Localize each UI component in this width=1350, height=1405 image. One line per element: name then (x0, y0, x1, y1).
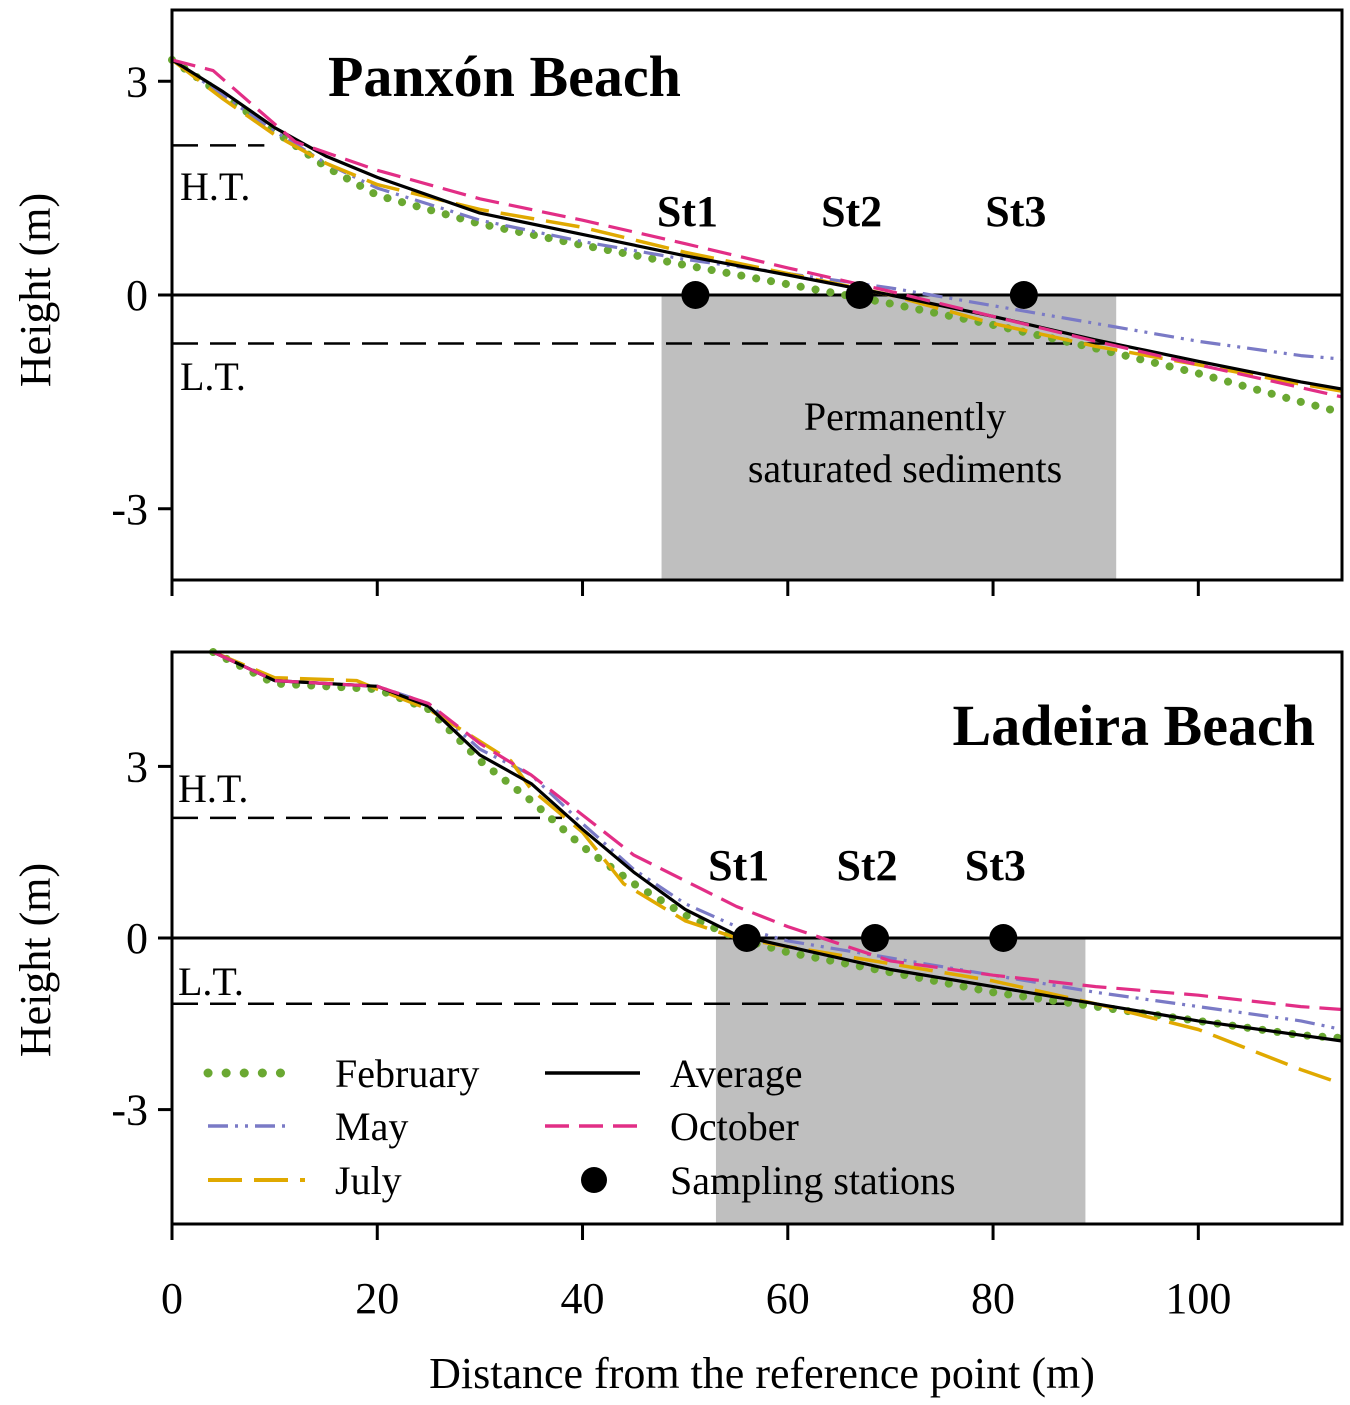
x-tick-label: 100 (1165, 1274, 1231, 1323)
station-marker-st1 (732, 924, 761, 952)
legend-label-may: May (335, 1104, 408, 1149)
series-line-average (212, 650, 1343, 1043)
series-line-may (171, 58, 1343, 361)
legend-label-july: July (335, 1158, 402, 1203)
legend-label-station: Sampling stations (670, 1158, 956, 1203)
y-tick-label: 0 (126, 271, 148, 320)
panxon-title: Panxón Beach (328, 44, 681, 109)
panxon-region-label-line1: Permanently (804, 394, 1006, 439)
panxon-y-ticks: 3 0 -3 (111, 57, 172, 534)
station-marker-st3 (989, 924, 1018, 952)
series-line-february (168, 55, 1346, 417)
y-tick-label: -3 (111, 1086, 148, 1135)
panxon-region-label-line2: saturated sediments (748, 446, 1062, 491)
series-line-july (170, 58, 1343, 393)
y-tick-label: -3 (111, 485, 148, 534)
legend: February May July Average October Sampli… (203, 1051, 956, 1203)
station-marker-st3 (1009, 281, 1038, 309)
y-tick-label: 3 (126, 57, 148, 106)
station-label-st2: St2 (821, 187, 882, 236)
x-tick-label: 0 (161, 1274, 183, 1323)
y-tick-label: 0 (126, 914, 148, 963)
station-label-st3: St3 (965, 841, 1026, 890)
station-label-st2: St2 (836, 841, 897, 890)
ladeira-low-tide-label: L.T. (178, 959, 244, 1004)
ladeira-x-ticks: 0 20 40 60 80 100 (161, 1224, 1231, 1323)
ladeira-y-ticks: 3 0 -3 (111, 742, 172, 1135)
legend-label-average: Average (670, 1051, 803, 1096)
station-label-st1: St1 (708, 841, 769, 890)
panxon-y-axis-title: Height (m) (11, 193, 60, 387)
legend-label-october: October (670, 1104, 799, 1149)
x-tick-label: 40 (561, 1274, 605, 1323)
panel-panxon: St1 St2 St3 3 0 -3 Panxón Beach H.T. L.T. Pe… (11, 8, 1346, 596)
legend-label-february: February (335, 1051, 479, 1096)
x-tick-label: 60 (766, 1274, 810, 1323)
panxon-stations-group: St1 St2 St3 (657, 187, 1046, 309)
x-tick-label: 80 (971, 1274, 1015, 1323)
station-label-st1: St1 (657, 187, 718, 236)
series-line-february (209, 648, 1346, 1043)
panel-ladeira: St1 St2 St3 3 0 -3 0 20 40 60 80 100 Ladeira Beac… (11, 648, 1346, 1323)
station-marker-st1 (681, 281, 710, 309)
x-axis-title: Distance from the reference point (m) (429, 1349, 1095, 1398)
ladeira-high-tide-label: H.T. (178, 766, 248, 811)
panxon-series-group (168, 55, 1346, 417)
station-marker-st2 (845, 281, 874, 309)
ladeira-title: Ladeira Beach (953, 693, 1315, 758)
station-marker-st2 (861, 924, 890, 952)
panxon-high-tide-label: H.T. (180, 164, 250, 209)
ladeira-saturated-region (715, 938, 1086, 1224)
panxon-low-tide-label: L.T. (180, 354, 246, 399)
ladeira-y-axis-title: Height (m) (11, 863, 60, 1057)
series-line-october (171, 58, 1343, 399)
ladeira-stations-group: St1 St2 St3 (708, 841, 1026, 952)
ladeira-series-group (209, 648, 1346, 1086)
x-tick-label: 20 (355, 1274, 399, 1323)
station-label-st3: St3 (985, 187, 1046, 236)
series-line-may (212, 650, 1343, 1032)
panxon-x-ticks (170, 580, 1200, 596)
y-tick-label: 3 (126, 742, 148, 791)
legend-swatch-station (581, 1167, 607, 1193)
panxon-saturated-region (661, 295, 1117, 580)
